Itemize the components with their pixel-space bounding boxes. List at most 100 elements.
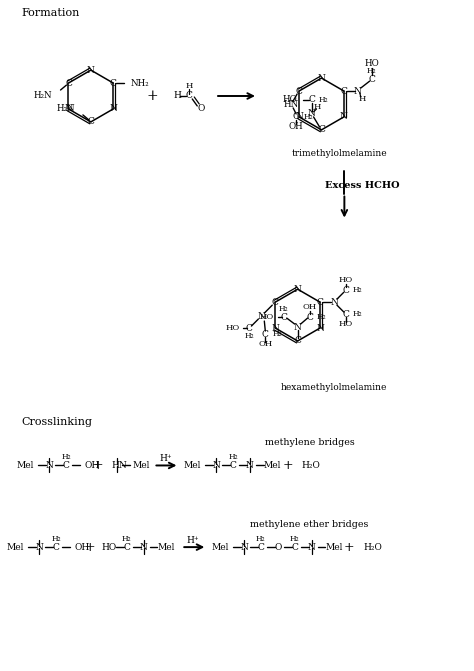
Text: N: N — [294, 285, 301, 294]
Text: N: N — [271, 323, 279, 333]
Text: H₂: H₂ — [319, 96, 328, 104]
Text: +: + — [92, 459, 103, 472]
Text: H₂: H₂ — [367, 67, 376, 75]
Text: C: C — [293, 113, 300, 121]
Text: H₂: H₂ — [353, 310, 363, 318]
Text: C: C — [246, 323, 253, 333]
Text: H₂: H₂ — [61, 454, 71, 462]
Text: H₂: H₂ — [122, 535, 131, 543]
Text: N: N — [140, 543, 147, 552]
Text: Formation: Formation — [21, 8, 80, 18]
Text: OH: OH — [302, 303, 317, 311]
Text: Crosslinking: Crosslinking — [21, 417, 92, 427]
Text: methylene ether bridges: methylene ether bridges — [250, 520, 369, 529]
Text: C: C — [87, 117, 94, 126]
Text: O: O — [198, 105, 205, 113]
Text: HN: HN — [112, 461, 128, 470]
Text: +: + — [84, 541, 95, 554]
Text: H: H — [186, 82, 193, 90]
Text: H₂: H₂ — [279, 305, 289, 313]
Text: C: C — [308, 95, 315, 105]
Text: H: H — [358, 95, 365, 103]
Text: C: C — [291, 543, 298, 552]
Text: N: N — [316, 323, 324, 333]
Text: H₂: H₂ — [256, 535, 265, 543]
Text: H₂: H₂ — [353, 287, 363, 294]
Text: OH: OH — [289, 122, 303, 132]
Text: HO: HO — [339, 320, 353, 328]
Text: C: C — [342, 309, 349, 319]
Text: Mel: Mel — [183, 461, 201, 470]
Text: N: N — [35, 543, 43, 552]
Text: N: N — [240, 543, 248, 552]
Text: HN: HN — [283, 101, 299, 109]
Text: H₂: H₂ — [290, 535, 300, 543]
Text: HO: HO — [102, 543, 117, 552]
Text: N: N — [295, 113, 303, 121]
Text: C: C — [280, 313, 287, 321]
Text: Mel: Mel — [133, 461, 150, 470]
Text: Mel: Mel — [16, 461, 34, 470]
Text: H₂: H₂ — [228, 454, 238, 462]
Text: +: + — [344, 541, 355, 554]
Text: HO: HO — [260, 313, 274, 321]
Text: H₂: H₂ — [51, 535, 61, 543]
Text: N: N — [330, 298, 338, 307]
Text: OH: OH — [75, 543, 90, 552]
Text: C: C — [110, 79, 117, 87]
Text: H₂O: H₂O — [301, 461, 320, 470]
Text: OH: OH — [85, 461, 100, 470]
Text: C: C — [368, 74, 375, 84]
Text: HO: HO — [365, 58, 379, 68]
Text: C: C — [296, 87, 302, 95]
Text: H: H — [173, 91, 181, 101]
Text: methylene bridges: methylene bridges — [264, 438, 355, 447]
Text: C: C — [257, 543, 264, 552]
Text: H₂: H₂ — [317, 313, 326, 321]
Text: Excess HCHO: Excess HCHO — [325, 181, 399, 190]
Text: C: C — [53, 543, 60, 552]
Text: Mel: Mel — [326, 543, 343, 552]
Text: N: N — [257, 311, 265, 321]
Text: HO: HO — [225, 324, 239, 332]
Text: C: C — [318, 125, 325, 134]
Text: HO: HO — [339, 276, 353, 285]
Text: N: N — [294, 323, 301, 331]
Text: N: N — [318, 74, 326, 83]
Text: OH: OH — [258, 340, 273, 348]
Text: C: C — [123, 543, 130, 552]
Text: HO: HO — [283, 95, 298, 105]
Text: N: N — [45, 461, 53, 470]
Text: C: C — [272, 298, 279, 307]
Text: H₂: H₂ — [303, 113, 313, 121]
Text: N: N — [246, 461, 254, 470]
Text: N: N — [340, 113, 348, 121]
Text: H₂O: H₂O — [363, 543, 382, 552]
Text: C: C — [229, 461, 237, 470]
Text: H⁺: H⁺ — [187, 535, 200, 545]
Text: Mel: Mel — [157, 543, 175, 552]
Text: N: N — [212, 461, 220, 470]
Text: H⁺: H⁺ — [159, 454, 172, 463]
Text: Mel: Mel — [6, 543, 24, 552]
Text: N: N — [308, 543, 316, 552]
Text: +: + — [146, 89, 158, 103]
Text: C: C — [317, 298, 323, 307]
Text: trimethylolmelamine: trimethylolmelamine — [292, 149, 387, 158]
Text: C: C — [186, 91, 193, 101]
Text: C: C — [262, 329, 269, 338]
Text: Mel: Mel — [264, 461, 281, 470]
Text: +: + — [283, 459, 293, 472]
Text: C: C — [294, 336, 301, 346]
Text: H: H — [314, 103, 321, 111]
Text: H₂: H₂ — [245, 332, 254, 340]
Text: C: C — [342, 286, 349, 295]
Text: N: N — [64, 105, 73, 113]
Text: N: N — [87, 66, 95, 74]
Text: C: C — [306, 313, 313, 321]
Text: C: C — [65, 79, 72, 87]
Text: H₂N: H₂N — [56, 105, 75, 113]
Text: N: N — [308, 109, 316, 118]
Text: N: N — [354, 87, 362, 95]
Text: N: N — [109, 105, 117, 113]
